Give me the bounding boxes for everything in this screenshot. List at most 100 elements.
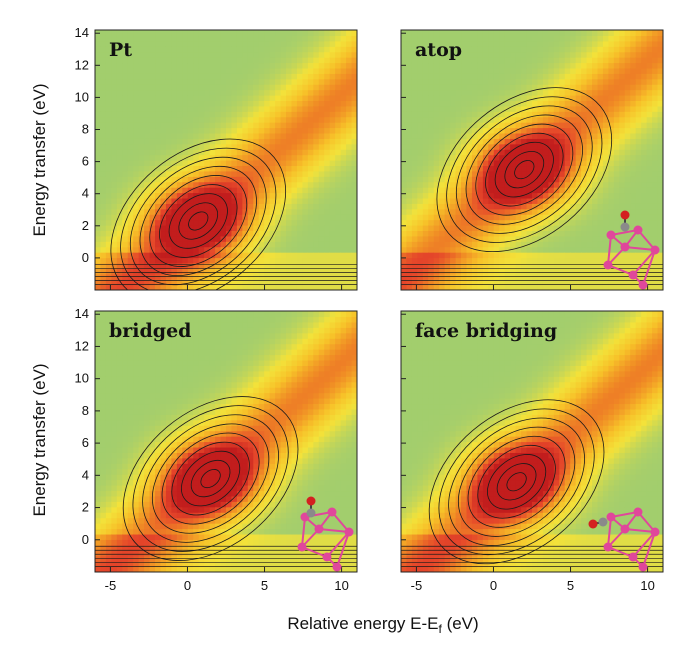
heatmap-cell <box>280 192 287 199</box>
heatmap-cell <box>231 46 238 53</box>
heatmap-cell <box>455 187 462 194</box>
heatmap-cell <box>499 214 506 221</box>
heatmap-cell <box>559 241 566 248</box>
heatmap-cell <box>346 78 353 85</box>
heatmap-cell <box>646 170 653 177</box>
heatmap-cell <box>220 73 227 80</box>
heatmap-cell <box>318 46 325 53</box>
heatmap-cell <box>111 327 118 334</box>
heatmap-cell <box>559 51 566 58</box>
heatmap-cell <box>226 138 233 145</box>
heatmap-cell <box>176 279 183 286</box>
heatmap-cell <box>461 262 468 269</box>
heatmap-cell <box>510 73 517 80</box>
heatmap-cell <box>450 257 457 264</box>
heatmap-cell <box>433 100 440 107</box>
heatmap-cell <box>220 51 227 58</box>
heatmap-cell <box>286 165 293 172</box>
heatmap-cell <box>193 268 200 275</box>
heatmap-cell <box>597 252 604 259</box>
heatmap-cell <box>482 219 489 226</box>
heatmap-cell <box>548 35 555 42</box>
heatmap-cell <box>144 219 151 226</box>
heatmap-cell <box>428 132 435 139</box>
heatmap-cell <box>444 143 451 150</box>
heatmap-cell <box>619 262 626 269</box>
heatmap-cell <box>329 262 336 269</box>
heatmap-cell <box>269 214 276 221</box>
heatmap-cell <box>657 84 663 91</box>
heatmap-cell <box>269 84 276 91</box>
heatmap-cell <box>122 111 129 118</box>
heatmap-cell <box>602 219 610 226</box>
heatmap-cell <box>144 100 151 107</box>
heatmap-cell <box>165 73 173 80</box>
heatmap-cell <box>461 149 468 156</box>
heatmap-cell <box>433 246 440 253</box>
y-tick-label: 8 <box>82 122 89 137</box>
heatmap-cell <box>619 235 626 242</box>
heatmap-cell <box>122 268 129 275</box>
heatmap-cell <box>155 165 162 172</box>
heatmap-cell <box>182 225 189 232</box>
heatmap-cell <box>624 127 631 134</box>
heatmap-cell <box>406 165 413 172</box>
heatmap-cell <box>105 62 112 69</box>
heatmap-cell <box>111 138 118 145</box>
heatmap-cell <box>133 160 140 167</box>
heatmap-cell <box>127 544 134 551</box>
heatmap-cell <box>231 214 238 221</box>
heatmap-cell <box>461 62 468 69</box>
heatmap-cell <box>471 181 479 188</box>
heatmap-cell <box>286 154 293 161</box>
heatmap-cell <box>461 138 468 145</box>
heatmap-cell <box>624 279 631 286</box>
heatmap-cell <box>204 203 211 210</box>
heatmap-cell <box>575 149 582 156</box>
heatmap-cell <box>570 116 577 123</box>
heatmap-cell <box>242 230 249 237</box>
heatmap-cell <box>422 95 429 102</box>
heatmap-cell <box>291 111 298 118</box>
heatmap-cell <box>329 170 336 177</box>
heatmap-cell <box>133 122 140 129</box>
heatmap-cell <box>597 176 604 183</box>
heatmap-cell <box>521 143 528 150</box>
heatmap-cell <box>171 67 178 74</box>
heatmap-cell <box>526 273 533 280</box>
heatmap-cell <box>253 225 260 232</box>
heatmap-cell <box>226 57 233 64</box>
heatmap-cell <box>176 284 183 290</box>
heatmap-cell <box>160 154 167 161</box>
heatmap-cell <box>100 436 107 443</box>
heatmap-cell <box>570 252 577 259</box>
heatmap-cell <box>422 122 429 129</box>
heatmap-cell <box>171 230 178 237</box>
heatmap-cell <box>264 154 271 161</box>
heatmap-cell <box>280 197 287 204</box>
heatmap-cell <box>100 225 107 232</box>
heatmap-cell <box>553 89 560 96</box>
heatmap-cell <box>493 208 500 215</box>
heatmap-cell <box>499 105 506 112</box>
heatmap-cell <box>482 62 489 69</box>
heatmap-cell <box>307 203 314 210</box>
heatmap-cell <box>559 143 566 150</box>
heatmap-cell <box>624 219 631 226</box>
heatmap-cell <box>411 46 418 53</box>
heatmap-cell <box>652 219 659 226</box>
heatmap-cell <box>466 192 473 199</box>
heatmap-cell <box>652 214 659 221</box>
heatmap-cell <box>176 89 183 96</box>
heatmap-cell <box>280 273 287 280</box>
heatmap-cell <box>493 187 500 194</box>
heatmap-cell <box>346 235 353 242</box>
heatmap-cell <box>592 67 599 74</box>
heatmap-cell <box>253 116 260 123</box>
heatmap-cell <box>532 268 539 275</box>
heatmap-cell <box>95 425 102 432</box>
heatmap-cell <box>122 105 129 112</box>
heatmap-cell <box>548 73 555 80</box>
heatmap-cell <box>635 235 642 242</box>
heatmap-cell <box>116 485 123 492</box>
